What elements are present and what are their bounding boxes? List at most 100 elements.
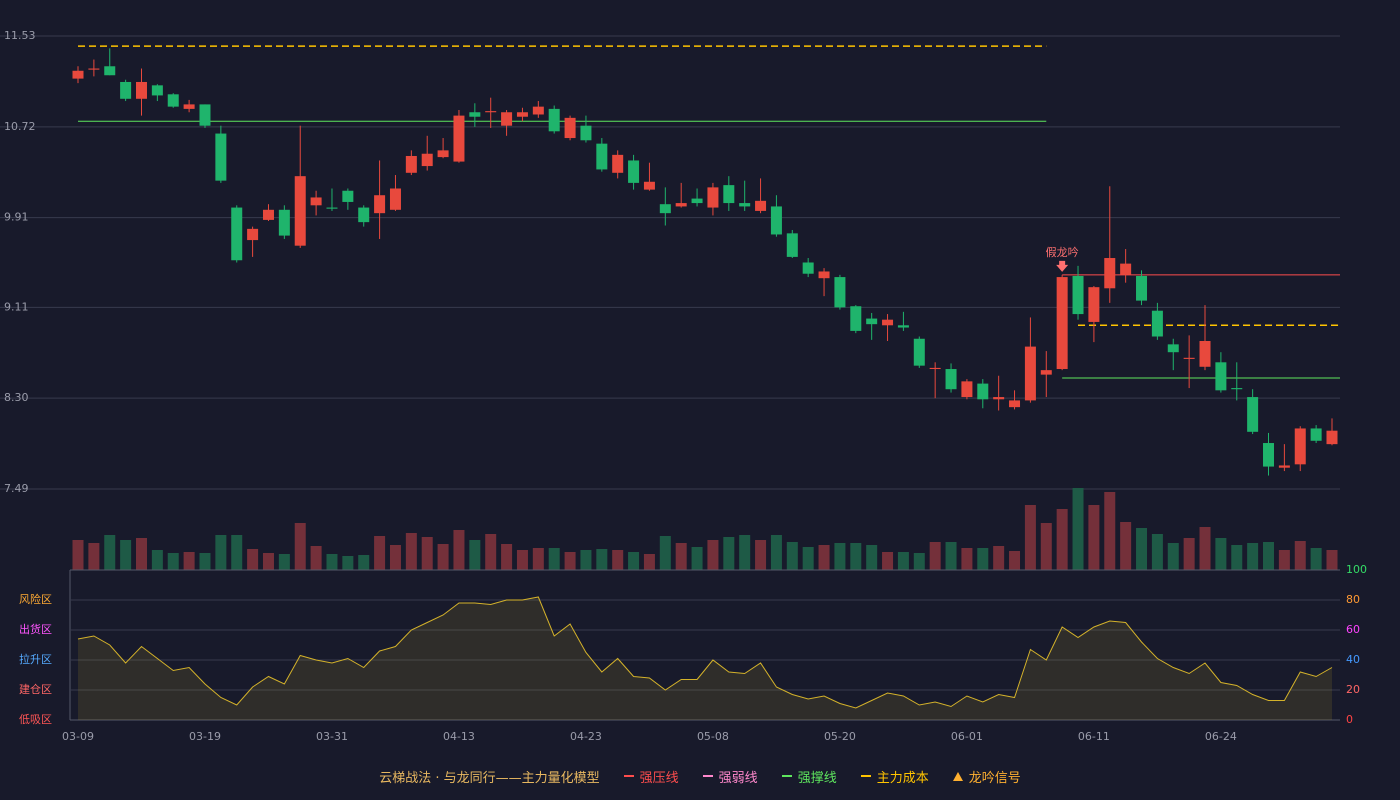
y-tick-label: 11.53 bbox=[4, 29, 36, 42]
volume-bar bbox=[326, 554, 338, 570]
volume-bar bbox=[1278, 550, 1290, 570]
candle-body bbox=[1263, 443, 1275, 467]
candle-body bbox=[1326, 430, 1338, 445]
candle-body bbox=[961, 381, 973, 398]
candle-body bbox=[977, 383, 989, 400]
candle-body bbox=[215, 133, 227, 181]
candle-body bbox=[1072, 275, 1084, 315]
candle-body bbox=[834, 277, 846, 308]
x-tick-label: 03-31 bbox=[316, 730, 348, 743]
volume-bar bbox=[659, 536, 671, 570]
legend-swatch bbox=[702, 775, 713, 777]
x-tick-label: 04-23 bbox=[570, 730, 602, 743]
volume-bar bbox=[913, 553, 925, 570]
candle-body bbox=[691, 198, 703, 204]
volume-bar bbox=[231, 535, 243, 570]
annotation-text: 假龙吟 bbox=[1046, 245, 1079, 259]
candle-body bbox=[612, 154, 624, 173]
volume-bar bbox=[1151, 534, 1163, 570]
y-tick-label: 10.72 bbox=[4, 120, 36, 133]
candle-body bbox=[755, 200, 767, 211]
volume-bar bbox=[1215, 538, 1227, 570]
volume-bar bbox=[1040, 523, 1052, 570]
legend-item: 主力成本 bbox=[860, 767, 929, 786]
candles bbox=[72, 48, 1338, 476]
volume-bar bbox=[897, 552, 909, 570]
area-fill bbox=[78, 597, 1332, 720]
legend-label: 主力成本 bbox=[876, 770, 929, 786]
volume-bar bbox=[850, 543, 862, 570]
candle-body bbox=[1247, 397, 1259, 432]
candle-body bbox=[1136, 275, 1148, 301]
y2-tick-label: 0 bbox=[1346, 713, 1353, 726]
volume-bar bbox=[707, 540, 719, 570]
volume-bar bbox=[548, 548, 560, 570]
candle-body bbox=[1167, 344, 1179, 353]
candle-body bbox=[437, 150, 449, 158]
volume-bar bbox=[961, 548, 973, 570]
candle-body bbox=[818, 271, 830, 279]
legend-item: 强撑线 bbox=[781, 767, 837, 786]
volume-bar bbox=[485, 534, 497, 570]
legend-swatch bbox=[860, 775, 871, 777]
x-tick-label: 05-20 bbox=[824, 730, 856, 743]
x-tick-label: 06-24 bbox=[1205, 730, 1237, 743]
candle-body bbox=[1040, 370, 1052, 375]
candle-body bbox=[247, 228, 259, 241]
candle-body bbox=[72, 70, 84, 79]
zone-label: 低吸区 bbox=[19, 713, 52, 726]
legend-item: 强弱线 bbox=[702, 767, 758, 786]
legend-item: 龙吟信号 bbox=[952, 767, 1021, 786]
volume-bar bbox=[802, 547, 814, 570]
y2-tick-label: 60 bbox=[1346, 623, 1360, 636]
candle-body bbox=[389, 188, 401, 210]
volume-bar bbox=[469, 540, 481, 570]
volume-bar bbox=[1009, 551, 1021, 570]
candle-body bbox=[120, 81, 132, 99]
candle-body bbox=[707, 187, 719, 208]
candle-body bbox=[183, 104, 195, 109]
candle-body bbox=[929, 367, 941, 370]
volume-bar bbox=[818, 545, 830, 570]
candle-body bbox=[802, 262, 814, 274]
legend-label: 龙吟信号 bbox=[968, 770, 1021, 786]
chart: 11.53 10.72 9.91 9.11 8.30 7.49 假龙吟 100 80 60 40 20… bbox=[0, 29, 1367, 743]
zone-label: 出货区 bbox=[19, 622, 52, 636]
candle-body bbox=[1151, 310, 1163, 337]
volume-bar bbox=[580, 550, 592, 570]
volume-bar bbox=[247, 549, 259, 570]
candle-body bbox=[1278, 465, 1290, 468]
volume-bar bbox=[1263, 542, 1275, 570]
candle-body bbox=[739, 203, 751, 207]
candle-body bbox=[564, 117, 576, 139]
volume-bar bbox=[437, 544, 449, 570]
legend-swatch bbox=[623, 775, 634, 777]
volume-bar bbox=[88, 543, 100, 570]
volume-bar bbox=[453, 530, 465, 570]
candle-body bbox=[548, 108, 560, 132]
volume-bar bbox=[866, 545, 878, 570]
y-tick-label: 8.30 bbox=[4, 391, 29, 404]
candle-body bbox=[405, 155, 417, 173]
candle-body bbox=[516, 112, 528, 117]
candle-body bbox=[532, 106, 544, 115]
candle-body bbox=[262, 209, 274, 220]
volume-bar bbox=[532, 548, 544, 570]
volume-bar bbox=[739, 535, 751, 570]
x-tick-label: 03-09 bbox=[62, 730, 94, 743]
candle-body bbox=[1199, 340, 1211, 367]
candle-body bbox=[453, 115, 465, 162]
volume-bar bbox=[1231, 545, 1243, 570]
volume-bar bbox=[755, 540, 767, 570]
candle-body bbox=[88, 68, 100, 70]
volume-bar bbox=[691, 547, 703, 570]
volume-bar bbox=[278, 554, 290, 570]
volume-bar bbox=[310, 546, 322, 570]
volume-bar bbox=[1199, 527, 1211, 570]
volume-bar bbox=[405, 533, 417, 570]
volume-bar bbox=[882, 552, 894, 570]
volume-bar bbox=[135, 538, 147, 570]
candle-body bbox=[1024, 346, 1036, 401]
candle-body bbox=[596, 143, 608, 170]
candle-body bbox=[1088, 287, 1100, 322]
